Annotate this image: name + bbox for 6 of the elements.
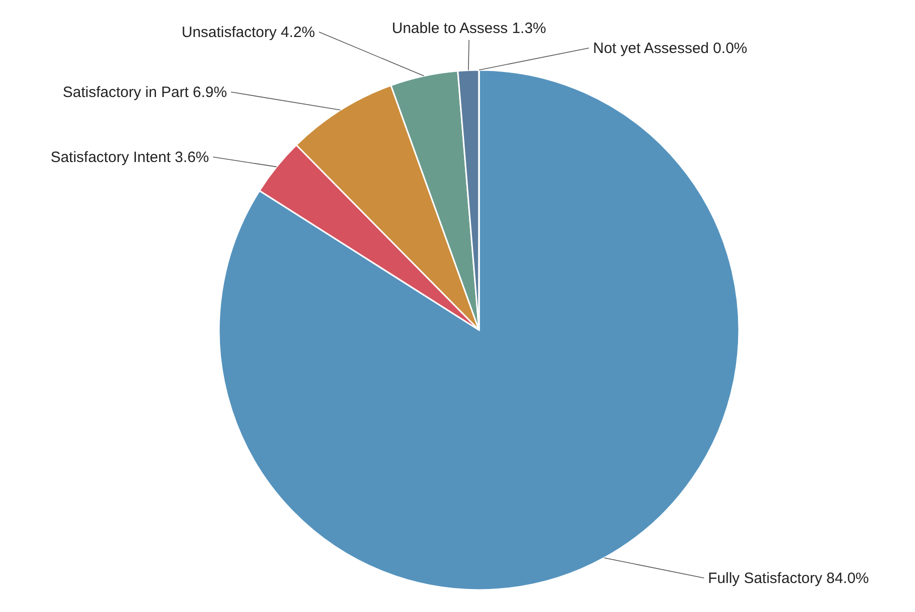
slice-label: Satisfactory in Part 6.9%	[62, 84, 227, 101]
category-label: Not yet Assessed 0.0%	[593, 40, 748, 57]
slice-label: Unsatisfactory 4.2%	[182, 24, 315, 41]
slice-label: Unable to Assess 1.3%	[392, 20, 546, 37]
slice-label: Fully Satisfactory 84.0%	[708, 570, 869, 587]
slice-label: Satisfactory Intent 3.6%	[50, 149, 209, 166]
